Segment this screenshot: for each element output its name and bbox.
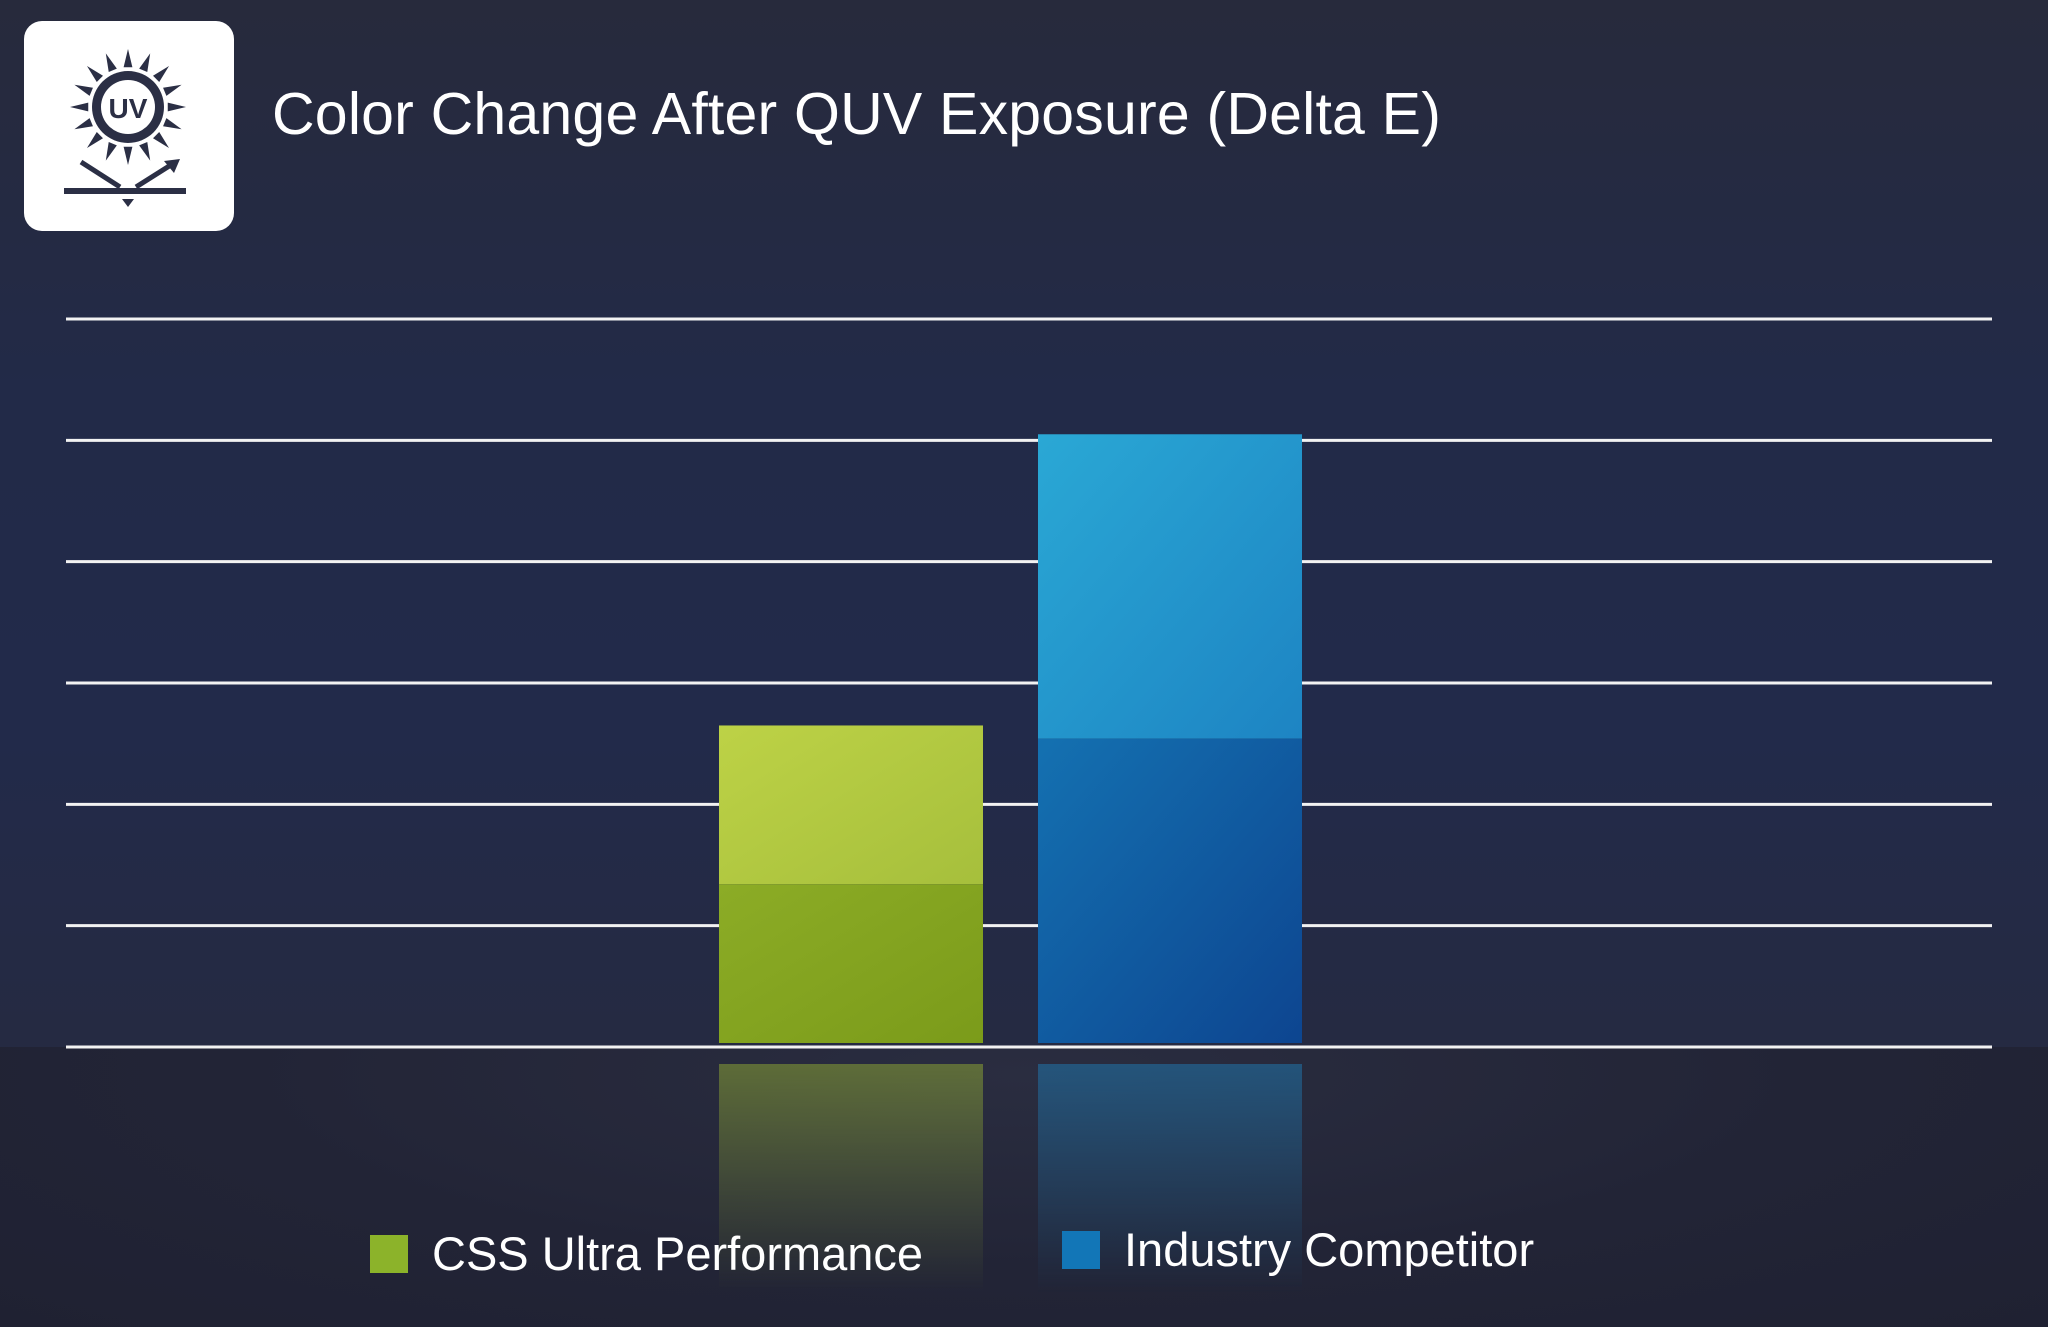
sun-ray [163, 84, 182, 96]
sun-ray [167, 102, 186, 112]
sun-ray [105, 53, 117, 72]
sun-ray [70, 102, 89, 112]
uv-logo-text: UV [109, 93, 148, 124]
legend-label-css: CSS Ultra Performance [432, 1227, 924, 1280]
legend-label-competitor: Industry Competitor [1124, 1223, 1535, 1276]
uv-sun-icon: UV [64, 49, 186, 207]
sun-ray [74, 118, 93, 130]
legend-swatch-competitor [1062, 1230, 1100, 1269]
chart-title: Color Change After QUV Exposure (Delta E… [272, 81, 1442, 147]
sun-ray [86, 65, 103, 82]
sun-ray [153, 65, 170, 82]
uv-logo-badge: UV [24, 21, 234, 231]
bar-industry-competitor-lower [1038, 738, 1302, 1043]
sun-ray [139, 142, 151, 161]
legend-swatch-css [370, 1234, 408, 1273]
sun-ray [86, 132, 103, 149]
reflection-floor [0, 1047, 2048, 1327]
bar-industry-competitor [1038, 434, 1302, 1043]
legend-item-competitor: Industry Competitor [1062, 1222, 1534, 1277]
sun-ray [123, 49, 133, 68]
sun-ray [74, 84, 93, 96]
bar-css-ultra-performance-reflection [719, 1064, 983, 1294]
sun-ray [105, 142, 117, 161]
bar-css-ultra-performance-upper [719, 725, 983, 885]
sun-ray [139, 53, 151, 72]
bar-css-ultra-performance [719, 725, 983, 1043]
bar-css-ultra-performance-lower [719, 884, 983, 1043]
bar-industry-competitor-upper [1038, 434, 1302, 739]
sun-ray [153, 132, 170, 149]
sun-ray [163, 118, 182, 130]
sun-ray [123, 146, 133, 165]
legend-item-css: CSS Ultra Performance [370, 1226, 923, 1281]
